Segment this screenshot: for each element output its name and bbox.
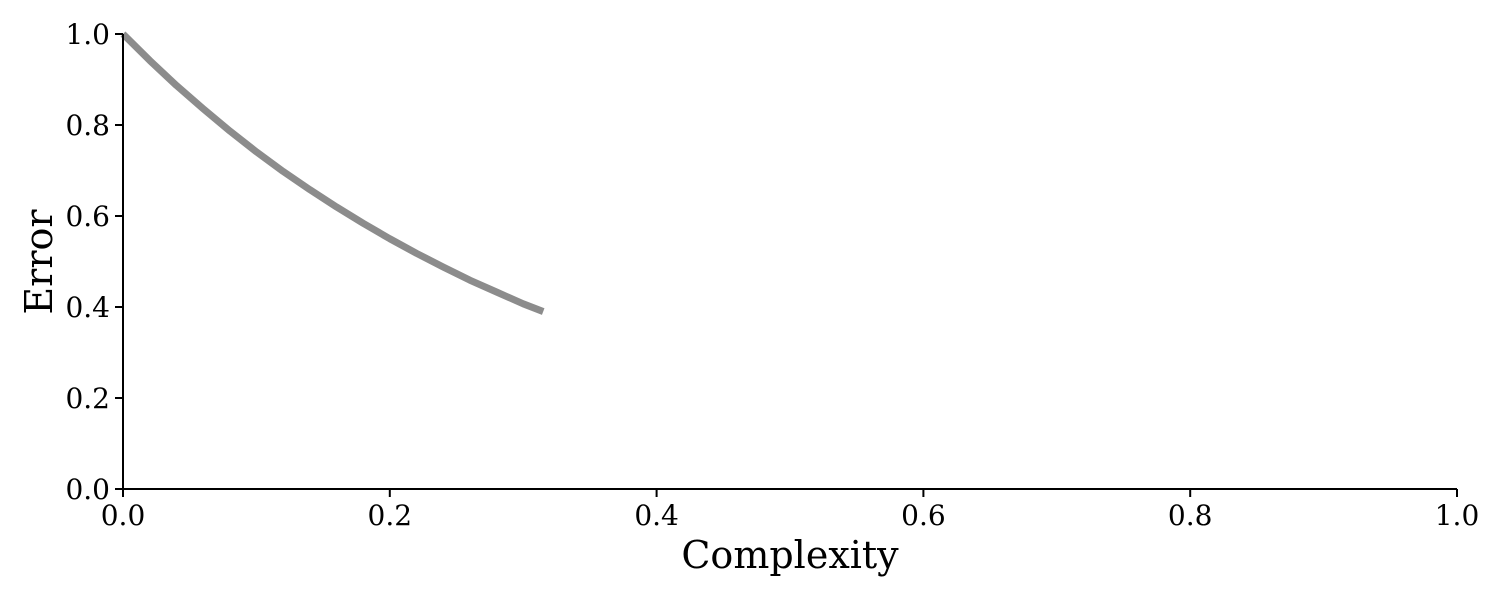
- y-tick-label: 1.0: [65, 18, 110, 51]
- x-tick-label: 0.2: [368, 499, 413, 532]
- y-ticks: 0.0 0.2 0.4 0.6 0.8 1.0: [65, 18, 123, 506]
- y-tick-label: 0.0: [65, 473, 110, 506]
- x-tick-label: 0.8: [1168, 499, 1213, 532]
- x-tick-label: 1.0: [1435, 499, 1480, 532]
- x-tick-label: 0.4: [634, 499, 679, 532]
- x-tick-label: 0.6: [901, 499, 946, 532]
- x-axis-title: Complexity: [681, 533, 899, 577]
- x-ticks: 0.0 0.2 0.4 0.6 0.8 1.0: [101, 489, 1480, 532]
- series-line-0: [120, 31, 545, 315]
- series-layer: [120, 31, 545, 315]
- y-tick-label: 0.8: [65, 109, 110, 142]
- y-tick-label: 0.2: [65, 382, 110, 415]
- y-axis-title: Error: [17, 209, 61, 315]
- y-tick-label: 0.6: [65, 200, 110, 233]
- plot-area: 0.0 0.2 0.4 0.6 0.8 1.0 0.0 0.2 0.4 0.6 0.8 1.0: [65, 18, 1479, 532]
- x-tick-label: 0.0: [101, 499, 146, 532]
- y-tick-label: 0.4: [65, 291, 110, 324]
